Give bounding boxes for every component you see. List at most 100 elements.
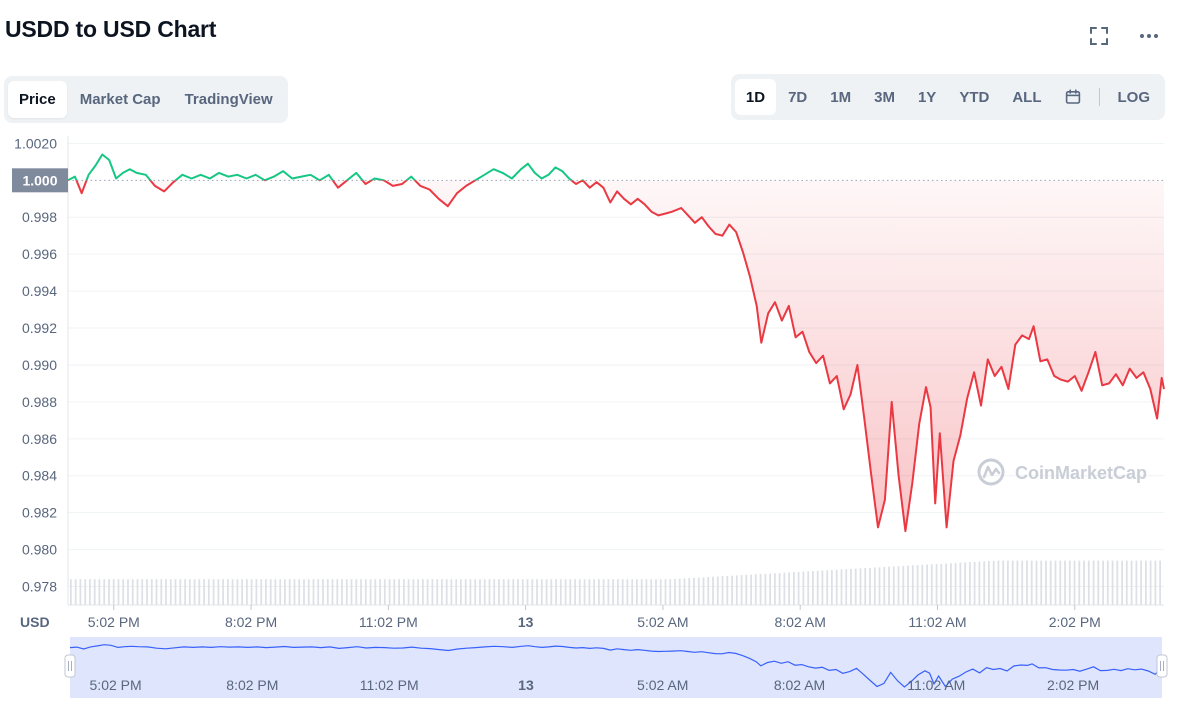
tab-tradingview[interactable]: TradingView xyxy=(184,91,273,108)
volume-bar xyxy=(712,576,714,605)
range-1m[interactable]: 1M xyxy=(830,88,852,106)
volume-bar xyxy=(474,579,477,605)
volume-bar xyxy=(859,568,862,605)
volume-bar xyxy=(412,579,415,605)
volume-bar xyxy=(783,572,786,605)
volume-bar xyxy=(1007,560,1009,605)
y-tick-label: 0.992 xyxy=(22,320,57,336)
volume-bar xyxy=(284,579,286,605)
volume-bar xyxy=(926,564,928,605)
volume-bar xyxy=(759,574,762,605)
volume-bar xyxy=(193,579,196,605)
volume-bar xyxy=(1078,560,1081,605)
x-tick-label: 5:02 AM xyxy=(637,614,688,630)
volume-bar xyxy=(892,566,895,605)
volume-bar xyxy=(369,579,372,605)
volume-bar xyxy=(840,569,843,605)
range-ytd[interactable]: YTD xyxy=(959,88,990,106)
volume-bar xyxy=(1087,560,1090,605)
tab-price[interactable]: Price xyxy=(8,81,67,118)
volume-bar xyxy=(850,568,852,605)
y-tick-label: 0.994 xyxy=(22,283,57,299)
volume-bar xyxy=(864,568,867,605)
y-tick-label: 0.998 xyxy=(22,209,57,225)
volume-bar xyxy=(883,567,886,605)
range-all[interactable]: ALL xyxy=(1012,88,1042,106)
y-tick-label: 0.978 xyxy=(22,579,57,595)
volume-bar xyxy=(550,579,553,605)
volume-bar xyxy=(536,579,538,605)
volume-bar xyxy=(103,579,106,605)
expand-icon[interactable] xyxy=(1087,24,1111,48)
y-tick-label: 0.982 xyxy=(22,505,57,521)
price-chart[interactable]: 1.0020 0.998 0.996 0.994 0.992 0.990 0.988 0.98… xyxy=(0,130,1185,708)
volume-bar xyxy=(1040,560,1043,605)
volume-bar xyxy=(707,577,710,605)
currency-unit-label: USD xyxy=(20,614,50,630)
volume-bar xyxy=(436,579,439,605)
volume-bar xyxy=(854,568,857,605)
x-tick-label: 13 xyxy=(518,614,534,630)
price-line-down xyxy=(68,180,1165,533)
volume-bar xyxy=(907,565,909,605)
watermark-text: CoinMarketCap xyxy=(1015,463,1147,483)
volume-bar xyxy=(959,562,962,605)
volume-bar xyxy=(136,579,139,605)
volume-bar xyxy=(293,579,296,605)
volume-bar xyxy=(1030,560,1033,605)
x-tick-label: 8:02 PM xyxy=(225,614,277,630)
navigator-tick-label: 5:02 AM xyxy=(637,677,688,693)
volume-bar xyxy=(331,579,334,605)
navigator-tick-label: 11:02 AM xyxy=(907,677,965,693)
volume-bar xyxy=(507,579,510,605)
volume-bar xyxy=(598,579,600,605)
volume-bar xyxy=(564,579,567,605)
volume-bar xyxy=(512,579,515,605)
volume-bar xyxy=(502,579,505,605)
volume-bar xyxy=(398,579,400,605)
volume-bar xyxy=(279,579,282,605)
tab-market-cap[interactable]: Market Cap xyxy=(79,91,161,108)
volume-bar xyxy=(559,579,562,605)
volume-bar xyxy=(569,579,572,605)
volume-bar xyxy=(146,579,148,605)
volume-bar xyxy=(1159,560,1161,605)
volume-bar xyxy=(469,579,472,605)
volume-bar xyxy=(246,579,248,605)
y-tick-label: 0.990 xyxy=(22,357,57,373)
volume-bar xyxy=(745,574,748,605)
volume-bar xyxy=(1073,560,1076,605)
volume-bar xyxy=(954,562,957,605)
coinmarketcap-logo xyxy=(977,458,1005,486)
volume-bar xyxy=(450,579,453,605)
volume-bar xyxy=(364,579,367,605)
price-below-area xyxy=(76,180,1164,532)
volume-bar xyxy=(531,579,534,605)
volume-bar xyxy=(969,562,971,605)
calendar-icon[interactable] xyxy=(1054,79,1092,115)
range-3m[interactable]: 3M xyxy=(874,88,895,106)
volume-bar xyxy=(84,579,87,605)
range-1d[interactable]: 1D xyxy=(734,79,777,115)
more-icon[interactable] xyxy=(1137,24,1161,48)
navigator-tick-label: 13 xyxy=(518,677,534,693)
range-navigator[interactable] xyxy=(69,637,1163,698)
log-scale-toggle[interactable]: LOG xyxy=(1117,88,1151,106)
volume-bar xyxy=(721,576,724,605)
range-1y[interactable]: 1Y xyxy=(917,88,937,106)
range-7d[interactable]: 7D xyxy=(788,88,808,106)
volume-bar xyxy=(498,579,500,605)
volume-bar xyxy=(807,571,810,605)
navigator-right-handle[interactable] xyxy=(1156,654,1168,678)
volume-bar xyxy=(1102,560,1104,605)
volume-bar xyxy=(631,579,634,605)
volume-bar xyxy=(626,579,629,605)
navigator-left-handle[interactable] xyxy=(64,654,76,678)
volume-bar xyxy=(393,579,396,605)
volume-bar xyxy=(878,567,881,605)
volume-bar xyxy=(445,579,448,605)
volume-bar xyxy=(612,579,614,605)
volume-bar xyxy=(122,579,125,605)
volume-bar xyxy=(431,579,434,605)
volume-bar xyxy=(179,579,182,605)
